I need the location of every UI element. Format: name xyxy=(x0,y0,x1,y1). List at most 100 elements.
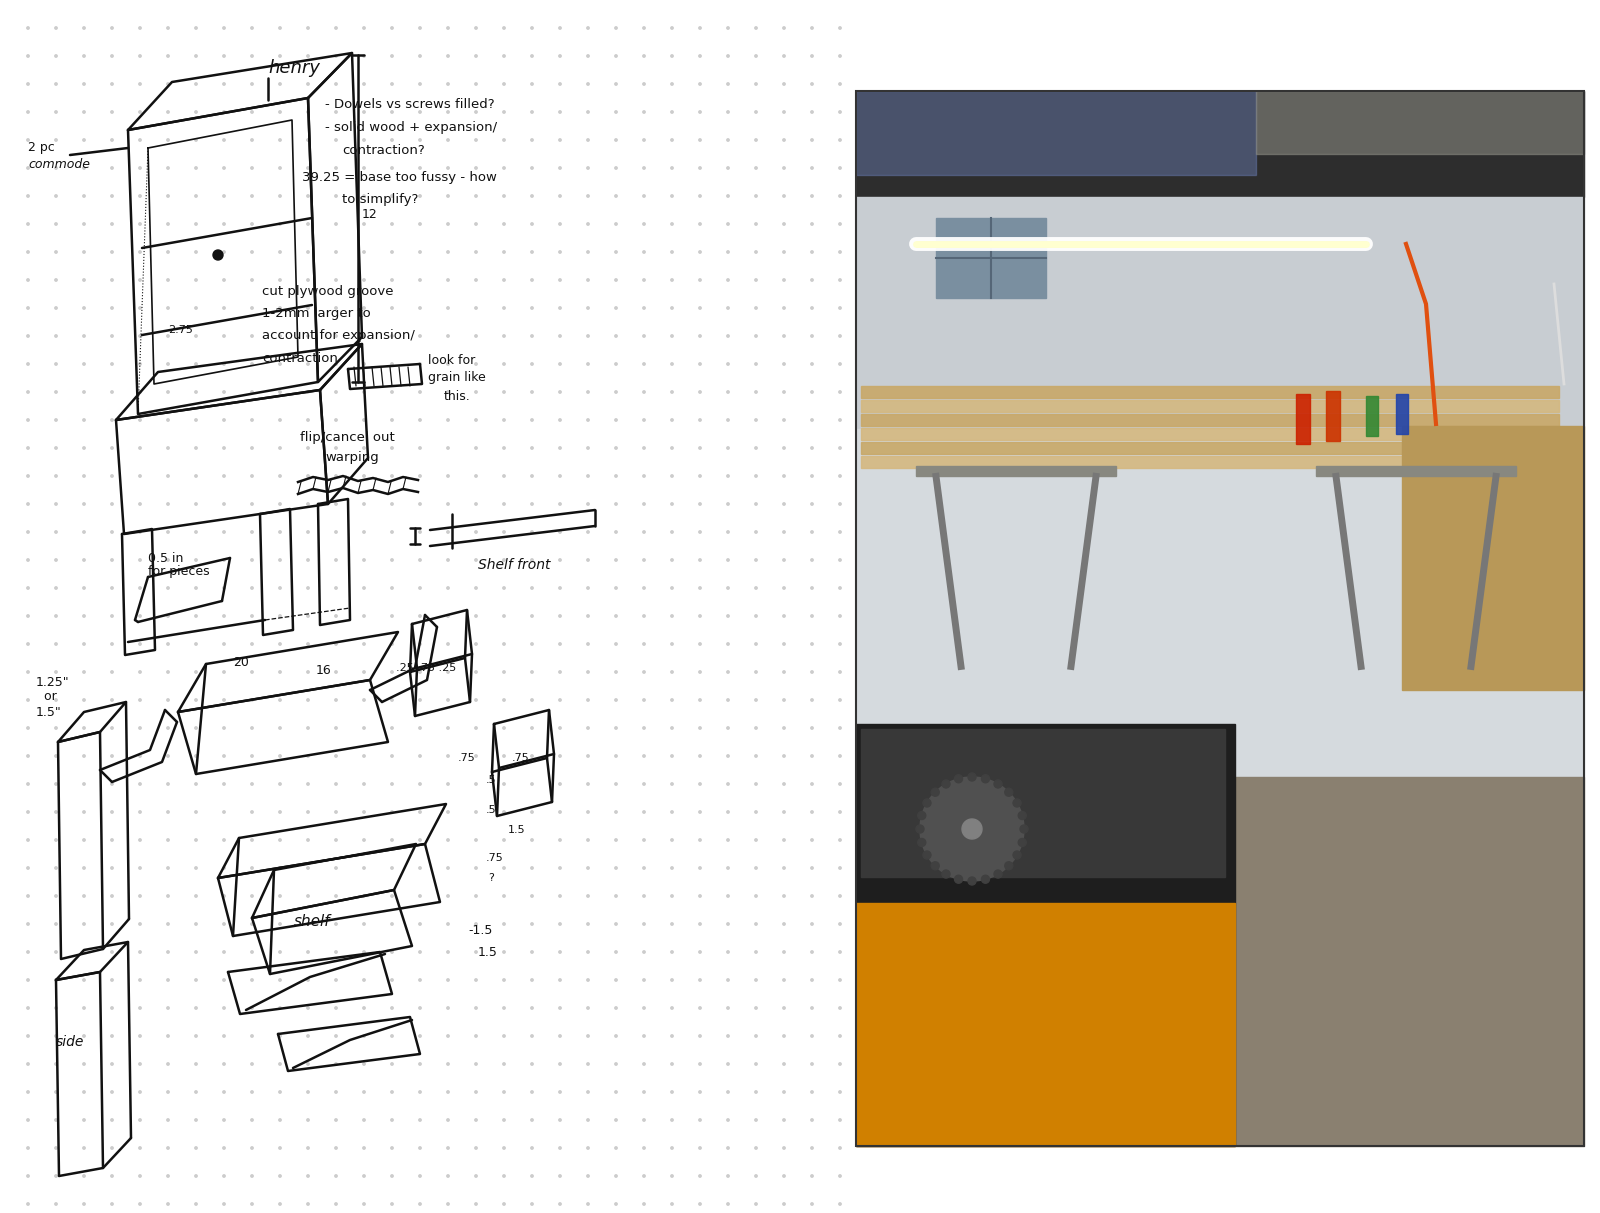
Circle shape xyxy=(419,699,421,701)
Circle shape xyxy=(307,1090,309,1093)
Circle shape xyxy=(195,110,197,113)
Circle shape xyxy=(531,82,533,85)
Circle shape xyxy=(699,531,701,534)
Circle shape xyxy=(587,1203,589,1206)
Circle shape xyxy=(782,671,786,673)
Circle shape xyxy=(1013,799,1021,807)
Circle shape xyxy=(558,307,562,309)
Circle shape xyxy=(166,867,170,870)
Circle shape xyxy=(251,559,253,562)
Circle shape xyxy=(726,867,730,870)
Circle shape xyxy=(83,167,85,169)
Circle shape xyxy=(699,307,701,309)
Circle shape xyxy=(811,699,813,701)
Circle shape xyxy=(27,279,29,281)
Circle shape xyxy=(502,671,506,673)
Circle shape xyxy=(587,474,589,477)
Circle shape xyxy=(54,1007,58,1009)
Text: 39.25 = base too fussy - how: 39.25 = base too fussy - how xyxy=(302,171,498,184)
Circle shape xyxy=(558,615,562,617)
Circle shape xyxy=(475,503,477,505)
Circle shape xyxy=(558,1090,562,1093)
Circle shape xyxy=(139,363,141,365)
Circle shape xyxy=(166,1203,170,1206)
Text: 0.5 in: 0.5 in xyxy=(147,552,184,564)
Circle shape xyxy=(307,138,309,141)
Circle shape xyxy=(531,1063,533,1065)
Circle shape xyxy=(278,1063,282,1065)
Circle shape xyxy=(558,979,562,981)
Circle shape xyxy=(531,1118,533,1121)
Circle shape xyxy=(166,82,170,85)
Circle shape xyxy=(307,839,309,841)
Circle shape xyxy=(502,55,506,57)
Circle shape xyxy=(643,1118,645,1121)
Circle shape xyxy=(139,1175,141,1177)
Circle shape xyxy=(782,810,786,813)
Circle shape xyxy=(195,1090,197,1093)
Circle shape xyxy=(614,895,618,898)
Circle shape xyxy=(363,531,365,534)
Circle shape xyxy=(222,615,226,617)
Circle shape xyxy=(446,1035,450,1037)
Circle shape xyxy=(54,474,58,477)
Circle shape xyxy=(531,951,533,953)
Circle shape xyxy=(643,223,645,226)
Circle shape xyxy=(614,587,618,590)
Circle shape xyxy=(838,671,842,673)
Circle shape xyxy=(83,138,85,141)
Circle shape xyxy=(755,195,757,198)
Circle shape xyxy=(278,559,282,562)
Circle shape xyxy=(307,335,309,337)
Circle shape xyxy=(755,138,757,141)
Circle shape xyxy=(307,363,309,365)
Circle shape xyxy=(502,923,506,926)
Circle shape xyxy=(195,55,197,57)
Circle shape xyxy=(110,138,114,141)
Circle shape xyxy=(726,82,730,85)
Circle shape xyxy=(587,923,589,926)
Circle shape xyxy=(390,1118,394,1121)
Circle shape xyxy=(222,446,226,449)
Circle shape xyxy=(110,446,114,449)
Circle shape xyxy=(558,1118,562,1121)
Circle shape xyxy=(475,1118,477,1121)
Circle shape xyxy=(390,559,394,562)
Circle shape xyxy=(838,1063,842,1065)
Circle shape xyxy=(307,895,309,898)
Circle shape xyxy=(110,1118,114,1121)
Circle shape xyxy=(755,531,757,534)
Circle shape xyxy=(502,895,506,898)
Circle shape xyxy=(222,1090,226,1093)
Circle shape xyxy=(782,1175,786,1177)
Circle shape xyxy=(166,474,170,477)
Circle shape xyxy=(83,1035,85,1037)
Circle shape xyxy=(838,839,842,841)
Circle shape xyxy=(502,559,506,562)
Circle shape xyxy=(670,1035,674,1037)
Circle shape xyxy=(670,839,674,841)
Circle shape xyxy=(838,27,842,29)
Circle shape xyxy=(643,699,645,701)
Circle shape xyxy=(782,895,786,898)
Bar xyxy=(856,776,1584,1146)
Circle shape xyxy=(587,839,589,841)
Circle shape xyxy=(931,788,939,796)
Circle shape xyxy=(811,307,813,309)
Circle shape xyxy=(587,754,589,757)
Circle shape xyxy=(195,391,197,393)
Circle shape xyxy=(502,1063,506,1065)
Circle shape xyxy=(531,559,533,562)
Circle shape xyxy=(446,1175,450,1177)
Circle shape xyxy=(782,1203,786,1206)
Circle shape xyxy=(726,782,730,785)
Circle shape xyxy=(139,1007,141,1009)
Circle shape xyxy=(614,782,618,785)
Circle shape xyxy=(726,895,730,898)
Circle shape xyxy=(251,167,253,169)
Circle shape xyxy=(222,1203,226,1206)
Circle shape xyxy=(558,782,562,785)
Circle shape xyxy=(446,1090,450,1093)
Circle shape xyxy=(27,1090,29,1093)
Circle shape xyxy=(670,1118,674,1121)
